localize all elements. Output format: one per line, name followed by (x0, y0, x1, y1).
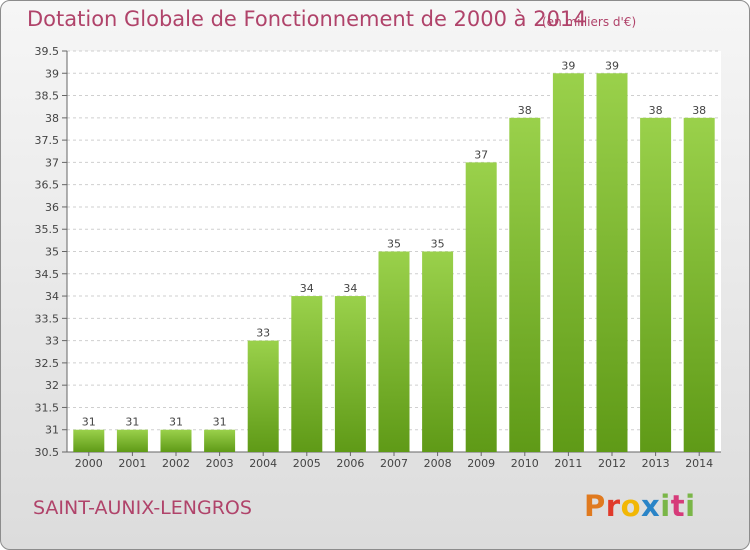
logo-letter: P (584, 489, 606, 523)
bar-value-label: 39 (561, 59, 575, 72)
bar (116, 429, 148, 452)
bar (552, 73, 584, 453)
bar (422, 251, 454, 452)
logo-letter: t (670, 489, 686, 523)
y-tick-label: 33 (45, 335, 59, 348)
bar (204, 429, 236, 452)
bar (378, 251, 410, 452)
y-tick-label: 36.5 (35, 179, 60, 192)
x-tick-label: 2013 (642, 457, 670, 470)
logo-letter: i (660, 489, 671, 523)
commune-name: SAINT-AUNIX-LENGROS (33, 497, 252, 519)
logo-letter: r (605, 489, 621, 523)
x-tick-label: 2000 (75, 457, 103, 470)
x-tick-label: 2005 (293, 457, 321, 470)
y-tick-label: 37 (45, 156, 59, 169)
x-tick-label: 2002 (162, 457, 190, 470)
bar (73, 429, 105, 452)
bar (640, 117, 672, 452)
x-tick-label: 2004 (249, 457, 277, 470)
x-tick-label: 2003 (206, 457, 234, 470)
y-tick-label: 37.5 (35, 134, 60, 147)
bar-value-label: 37 (474, 148, 488, 161)
bar-value-label: 35 (431, 238, 445, 251)
chart-title: Dotation Globale de Fonctionnement de 20… (27, 7, 587, 31)
bar-value-label: 38 (692, 104, 706, 117)
x-tick-label: 2001 (118, 457, 146, 470)
logo-letter: o (620, 489, 642, 523)
bar (683, 117, 715, 452)
y-tick-label: 32.5 (35, 357, 60, 370)
y-tick-label: 38 (45, 112, 59, 125)
x-tick-label: 2008 (424, 457, 452, 470)
y-tick-label: 30.5 (35, 446, 60, 459)
bar-value-label: 31 (125, 416, 139, 429)
bar (334, 296, 366, 452)
bar-value-label: 34 (300, 282, 314, 295)
y-tick-label: 34 (45, 290, 59, 303)
y-tick-label: 33.5 (35, 312, 60, 325)
bar-value-label: 31 (82, 416, 96, 429)
bar-value-label: 39 (605, 59, 619, 72)
x-tick-label: 2006 (336, 457, 364, 470)
bar-value-label: 31 (213, 416, 227, 429)
bar-value-label: 34 (343, 282, 357, 295)
y-tick-label: 35 (45, 246, 59, 259)
y-tick-label: 31 (45, 424, 59, 437)
proxiti-logo: Proxiti (584, 489, 696, 523)
y-tick-label: 34.5 (35, 268, 60, 281)
bar-value-label: 38 (518, 104, 532, 117)
x-tick-label: 2009 (467, 457, 495, 470)
bar (465, 162, 497, 452)
label-layer: 31 31 31 31 33 34 34 35 35 37 38 39 39 38 38 (82, 59, 706, 428)
y-tick-label: 39 (45, 67, 59, 80)
bar-value-label: 31 (169, 416, 183, 429)
y-tick-label: 32 (45, 379, 59, 392)
y-tick-label: 38.5 (35, 90, 60, 103)
x-tick-label: 2014 (685, 457, 713, 470)
bar (509, 117, 541, 452)
bar (247, 340, 279, 452)
bar-value-label: 33 (256, 327, 270, 340)
y-tick-label: 36 (45, 201, 59, 214)
chart-subtitle: (en milliers d'€) (542, 15, 637, 29)
x-tick-label: 2010 (511, 457, 539, 470)
y-tick-label: 35.5 (35, 223, 60, 236)
y-tick-label: 39.5 (35, 45, 60, 58)
x-tick-label: 2011 (554, 457, 582, 470)
bar-value-label: 38 (649, 104, 663, 117)
bar (160, 429, 192, 452)
x-tick-label: 2012 (598, 457, 626, 470)
bar-layer (73, 73, 715, 453)
bar-value-label: 35 (387, 238, 401, 251)
logo-letter: i (685, 489, 696, 523)
x-tick-label: 2007 (380, 457, 408, 470)
bar (596, 73, 628, 453)
logo-letter: x (641, 489, 661, 523)
bar (291, 296, 323, 452)
y-tick-label: 31.5 (35, 401, 60, 414)
